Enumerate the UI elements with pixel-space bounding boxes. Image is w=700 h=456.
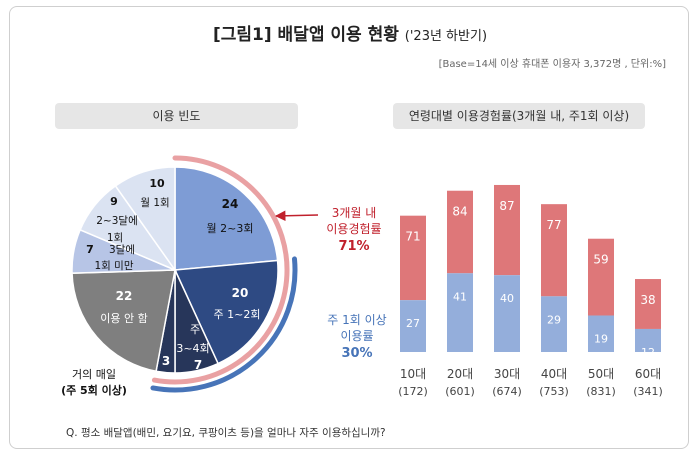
bar-label-weekly: 40 — [500, 292, 514, 305]
bar-label-three-month: 84 — [452, 205, 467, 219]
sample-size-label: (172) — [398, 385, 428, 398]
survey-question: Q. 평소 배달앱(배민, 요기요, 쿠팡이츠 등)을 얼마나 자주 이용하십니… — [66, 427, 386, 439]
bar-label-three-month: 87 — [499, 199, 514, 213]
slice-label-text: 월 1회 — [140, 197, 169, 209]
bar-three-month-1 — [447, 190, 473, 274]
weekly-annotation-value: 30% — [341, 346, 372, 361]
slice-label-value: 3 — [162, 354, 170, 368]
bar-three-month-5 — [635, 279, 661, 329]
slice-label-text: 1회 미만 — [95, 260, 134, 272]
sample-size-label: (753) — [539, 385, 569, 398]
slice-label-value: 7 — [194, 358, 202, 372]
slice-label-value: 7 — [86, 243, 94, 256]
x-tick-label: 50대 — [588, 367, 614, 381]
slice-label-text: 3~4회 — [176, 342, 209, 355]
slice-label-value: 9 — [110, 195, 118, 208]
slice-label-value: 20 — [232, 286, 249, 300]
bar-weekly-3 — [541, 296, 567, 352]
three-month-arrow — [274, 210, 319, 222]
bar-label-weekly: 29 — [547, 313, 561, 326]
slice-label-text: 주 1~2회 — [214, 308, 261, 321]
bar-weekly-1 — [447, 273, 473, 352]
pie-slice-weekly-1-2 — [173, 259, 279, 365]
pie-chart — [71, 166, 279, 374]
weekly-annotation-line2: 이용률 — [340, 329, 373, 343]
x-tick-label: 40대 — [541, 367, 567, 381]
bar-weekly-4 — [588, 315, 614, 352]
three-month-annotation-line1: 3개월 내 — [332, 206, 377, 220]
slice-label-text: 1회 — [107, 232, 123, 244]
slice-label-value: 24 — [222, 197, 239, 211]
bar-label-three-month: 59 — [593, 253, 608, 267]
daily-annotation-line2: (주 5회 이상) — [61, 383, 127, 397]
slice-label-text: 주 — [190, 323, 200, 336]
bar-label-three-month: 38 — [640, 293, 655, 307]
bar-label-weekly: 27 — [406, 317, 420, 330]
weekly-annotation-line1: 주 1회 이상 — [327, 313, 386, 327]
slice-label-value: 10 — [149, 177, 165, 190]
pie-slice-monthly-2-3 — [174, 166, 279, 271]
x-tick-label: 30대 — [494, 367, 520, 381]
bar-weekly-0 — [400, 300, 426, 352]
figure-title-main: [그림1] 배달앱 이용 현황 — [212, 25, 399, 45]
bar-label-three-month: 77 — [546, 218, 561, 232]
x-tick-label: 20대 — [447, 367, 473, 381]
sample-size-label: (341) — [633, 385, 663, 398]
sample-size-label: (601) — [445, 385, 475, 398]
figure-title-period: ('23년 하반기) — [404, 29, 488, 44]
sample-size-label: (831) — [586, 385, 616, 398]
figure-title: [그림1] 배달앱 이용 현황 ('23년 하반기) — [0, 20, 700, 45]
bar-three-month-3 — [541, 204, 567, 297]
bar-label-three-month: 71 — [405, 230, 420, 244]
slice-label-text: 2~3달에 — [96, 215, 137, 227]
bar-three-month-4 — [588, 238, 614, 316]
x-tick-label: 10대 — [400, 367, 426, 381]
slice-label-value: 22 — [116, 289, 133, 303]
slice-label-text: 월 2~3회 — [207, 222, 254, 235]
bar-label-weekly: 41 — [453, 290, 467, 303]
three-month-bracket-arc — [151, 155, 290, 385]
bar-three-month-0 — [400, 215, 426, 301]
slice-label-text: 이용 안 함 — [100, 312, 147, 325]
bar-chart: 71 27 10대 (172) 84 41 20대 (601) 87 40 30대 (674) 77 29… — [398, 184, 663, 398]
three-month-annotation-line2: 이용경험률 — [326, 222, 381, 236]
bar-panel-label: 연령대별 이용경험률(3개월 내, 주1회 이상) — [393, 103, 645, 129]
bar-weekly-2 — [494, 275, 520, 352]
daily-annotation-line1: 거의 매일 — [72, 367, 116, 381]
pie-slice-monthly-1 — [114, 166, 176, 273]
bar-label-weekly: 12 — [641, 346, 655, 359]
pie-panel-label: 이용 빈도 — [55, 103, 298, 129]
x-tick-label: 60대 — [635, 367, 661, 381]
weekly-bracket-arc — [150, 256, 298, 393]
three-month-annotation-value: 71% — [338, 239, 369, 254]
bar-weekly-5 — [635, 328, 661, 352]
sample-size-label: (674) — [492, 385, 522, 398]
pie-slice-no-use — [71, 269, 176, 373]
slice-label-text: 3달에 — [109, 244, 135, 256]
base-note: [Base=14세 이상 휴대폰 이용자 3,372명 , 단위:%] — [438, 59, 666, 70]
bar-label-weekly: 19 — [594, 333, 608, 346]
bar-three-month-2 — [494, 184, 520, 276]
